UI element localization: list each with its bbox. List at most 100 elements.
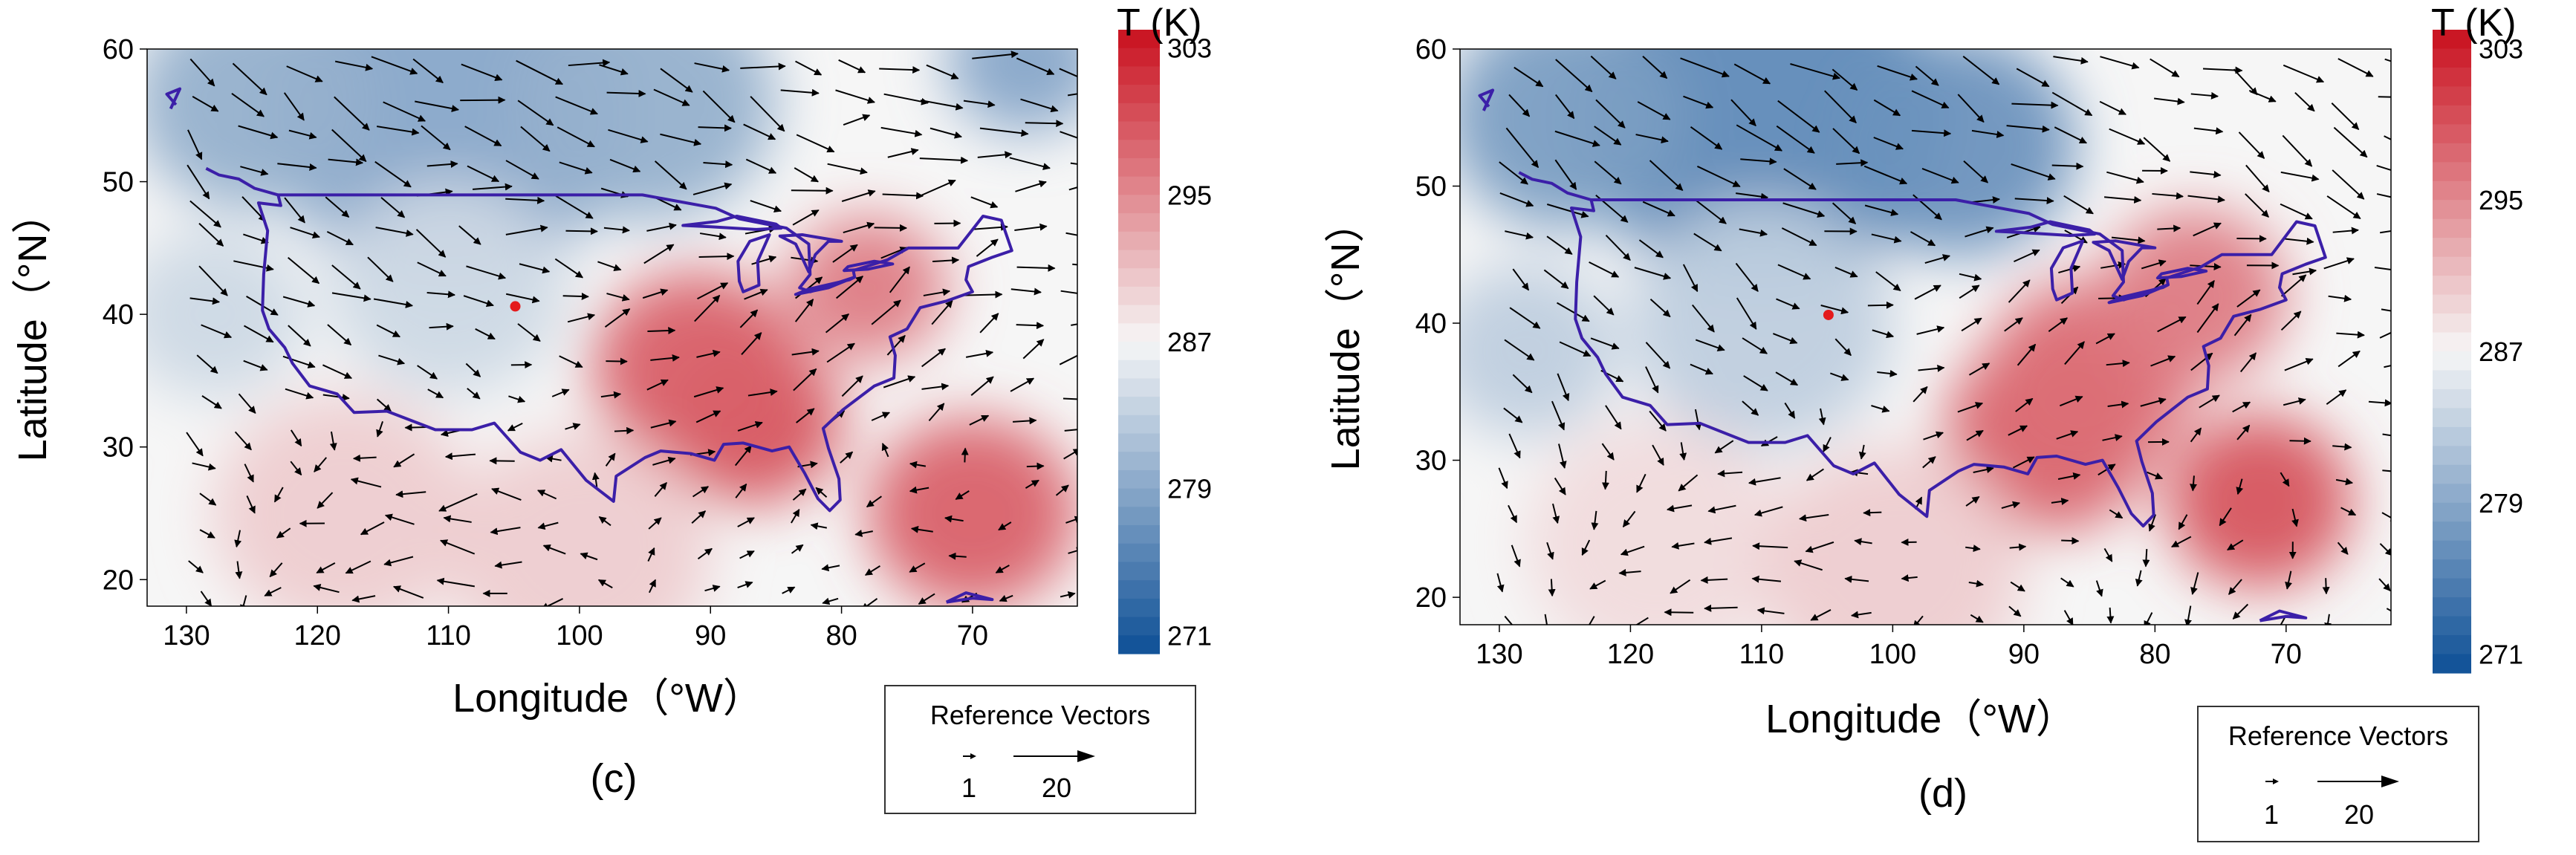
wind-vector-arrow — [545, 455, 562, 463]
wind-vector-arrow — [1548, 579, 1556, 597]
wind-vector-arrow — [238, 125, 279, 140]
wind-vector-arrow — [1558, 443, 1567, 469]
wind-vector-arrow — [1692, 304, 1715, 333]
wind-vector-arrow — [2051, 91, 2093, 117]
x-tick-label: 90 — [695, 620, 726, 651]
colorbar-tick-label: 271 — [2479, 640, 2523, 670]
wind-vector-arrow — [1605, 405, 1622, 430]
wind-vector-arrow — [1707, 504, 1736, 514]
colorbar-title: T (K) — [2431, 1, 2517, 45]
wind-vector-arrow — [555, 195, 594, 219]
wind-vector-arrow — [2245, 164, 2270, 192]
great-lake — [736, 233, 771, 293]
great-lake — [778, 233, 843, 273]
colorbar-segment — [2433, 578, 2471, 598]
wind-vector-arrow — [2219, 507, 2232, 527]
colorbar-segment — [2433, 464, 2471, 484]
wind-vector-arrow — [234, 530, 242, 548]
temperature-blob — [330, 180, 567, 396]
wind-vectors — [1496, 55, 2391, 625]
wind-vector-arrow — [2245, 193, 2269, 218]
reference-arrows — [963, 750, 1095, 762]
wind-vector-arrow — [2011, 163, 2056, 181]
wind-vector-arrow — [2381, 512, 2391, 522]
wind-vector-arrow — [2150, 58, 2180, 78]
wind-vector-arrow — [841, 189, 876, 202]
wind-vector-arrow — [1922, 456, 1936, 469]
wind-vector-arrow — [1508, 94, 1531, 117]
wind-vector-arrow — [921, 348, 946, 368]
wind-vector-arrow — [2015, 397, 2034, 412]
wind-vector-arrow — [314, 457, 328, 472]
reference-arrow-small-head — [970, 753, 976, 759]
temperature-blob — [513, 49, 776, 222]
wind-vector-arrow — [1498, 467, 1508, 490]
wind-vector-arrow — [378, 354, 406, 365]
wind-vector-arrow — [1068, 186, 1077, 191]
wind-vector-arrow — [2051, 498, 2069, 505]
colorbar-segment — [1118, 543, 1160, 563]
wind-vector-arrow — [1546, 204, 1589, 218]
wind-vector-arrow — [1810, 609, 1832, 621]
temperature-field — [1460, 49, 2391, 625]
wind-vector-arrow — [426, 290, 456, 299]
wind-vector-arrow — [1682, 264, 1699, 293]
wind-vector-arrow — [189, 297, 221, 305]
wind-vector-arrow — [1690, 363, 1713, 375]
wind-vector-arrow — [647, 547, 655, 562]
chart-d-svg: 130 120 110 100 90 80 70 20 30 40 50 60 Latitude（°N）… — [1323, 1, 2523, 816]
wind-vector-arrow — [1961, 317, 1982, 332]
wind-vector-arrow — [415, 229, 447, 258]
wind-vector-arrow — [2332, 227, 2359, 235]
site-marker — [1823, 309, 1834, 320]
wind-vector-arrow — [698, 124, 733, 132]
colorbar-segment — [1118, 507, 1160, 526]
wind-vector-arrow — [467, 165, 500, 183]
colorbar-segment — [2433, 389, 2471, 409]
wind-vector-arrow — [697, 282, 729, 300]
wind-vector-arrow — [2332, 169, 2365, 200]
wind-vector-arrow — [371, 56, 418, 75]
wind-vector-arrow — [791, 544, 804, 554]
colorbar-segment — [1118, 121, 1160, 140]
wind-vector-arrow — [1844, 575, 1869, 583]
wind-vector-arrow — [508, 395, 526, 403]
wind-vector-arrow — [277, 163, 317, 171]
wind-vector-arrow — [704, 585, 721, 592]
wind-vector-arrow — [1832, 202, 1857, 224]
wind-vector-arrow — [2057, 472, 2081, 480]
wind-vector-arrow — [747, 389, 778, 397]
wind-vector-arrow — [1871, 233, 1902, 244]
wind-vector-arrow — [796, 134, 835, 153]
y-tick-label: 30 — [1415, 446, 1447, 477]
wind-vector-arrow — [1751, 575, 1782, 583]
wind-vector-arrow — [2104, 195, 2142, 204]
wind-vector-arrow — [1555, 94, 1575, 120]
wind-vector-arrow — [1638, 239, 1664, 259]
wind-vector-arrow — [284, 197, 305, 224]
wind-vector-arrow — [2147, 471, 2164, 480]
wind-vector-arrow — [2190, 475, 2197, 492]
wind-vector-arrow — [458, 225, 481, 245]
wind-vector-arrow — [383, 556, 414, 567]
wind-vector-arrow — [880, 247, 908, 259]
wind-vector-arrow — [692, 182, 733, 195]
wind-vector-arrow — [973, 223, 1008, 231]
colorbar-segment — [1118, 562, 1160, 581]
x-tick-label: 80 — [825, 620, 857, 651]
wind-vector-arrow — [290, 429, 302, 447]
wind-vector-arrow — [417, 365, 438, 380]
colorbar-segment — [1118, 525, 1160, 544]
wind-vector-arrow — [1730, 99, 1756, 127]
wind-vector-arrow — [2148, 514, 2157, 532]
wind-vector-arrow — [882, 192, 924, 200]
wind-vector-arrow — [792, 209, 820, 226]
wind-vector-arrow — [2063, 610, 2074, 625]
x-tick-label: 80 — [2139, 639, 2170, 670]
colorbar-segment — [1118, 286, 1160, 306]
wind-vector-arrow — [1965, 544, 1981, 553]
y-tick-label: 50 — [103, 167, 134, 198]
wind-vector-arrow — [697, 547, 713, 560]
y-tick-label: 30 — [103, 432, 134, 464]
wind-vector-arrow — [1864, 204, 1899, 216]
